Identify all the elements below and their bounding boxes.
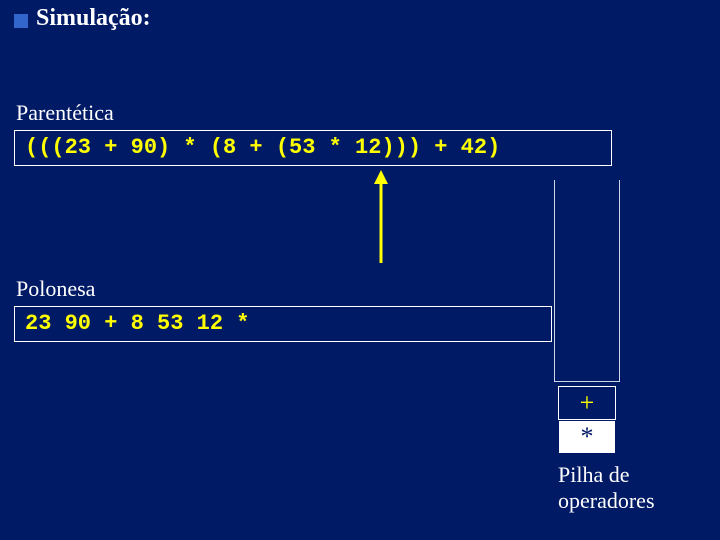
slide-title: Simulação:: [36, 5, 151, 32]
parenthetic-expression-box: (((23 + 90) * (8 + (53 * 12))) + 42): [14, 130, 612, 166]
parenthetic-label: Parentética: [16, 100, 114, 126]
bullet-square-icon: [14, 14, 28, 28]
stack-guide-box: [554, 180, 620, 382]
stack-cell: *: [558, 420, 616, 454]
arrow-up-icon: [366, 168, 396, 268]
slide-root: Simulação: Parentética (((23 + 90) * (8 …: [0, 0, 720, 540]
stack-cell: +: [558, 386, 616, 420]
stack-label-line1: Pilha de: [558, 462, 630, 488]
polish-label: Polonesa: [16, 276, 95, 302]
parenthetic-expression-text: (((23 + 90) * (8 + (53 * 12))) + 42): [25, 135, 500, 160]
stack-label-line2: operadores: [558, 488, 655, 514]
polish-expression-box: 23 90 + 8 53 12 *: [14, 306, 552, 342]
polish-expression-text: 23 90 + 8 53 12 *: [25, 311, 249, 336]
